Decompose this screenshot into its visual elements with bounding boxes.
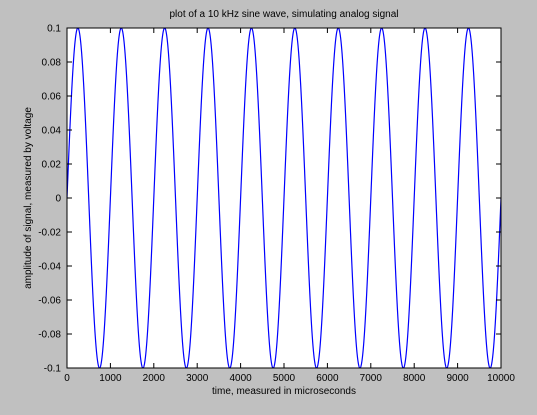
x-axis-ticks: 0 1000 2000 3000 4000 5000 6000 7000 8000 9000 100… <box>64 28 515 384</box>
chart-title: plot of a 10 kHz sine wave, simulating a… <box>169 9 398 20</box>
series-line-0 <box>67 28 501 368</box>
y-axis-label: amplitude of signal, measured by voltage <box>23 107 34 289</box>
x-tick-label: 6000 <box>316 373 339 384</box>
x-tick-label: 8000 <box>403 373 426 384</box>
x-tick-label: 9000 <box>446 373 469 384</box>
y-tick-label: -0.02 <box>38 228 61 239</box>
x-tick-label: 7000 <box>360 373 383 384</box>
x-tick-label: 2000 <box>143 373 166 384</box>
x-tick-label: 3000 <box>186 373 209 384</box>
y-tick-label: 0.04 <box>42 126 62 137</box>
y-tick-label: -0.06 <box>38 296 61 307</box>
x-tick-label: 10000 <box>487 373 515 384</box>
x-tick-label: 4000 <box>229 373 252 384</box>
x-tick-label: 5000 <box>273 373 296 384</box>
y-tick-label: -0.04 <box>38 262 61 273</box>
x-tick-label: 1000 <box>99 373 122 384</box>
x-tick-label: 0 <box>64 373 70 384</box>
x-axis-label: time, measured in microseconds <box>212 386 356 397</box>
y-tick-label: 0.08 <box>42 58 62 69</box>
y-axis-ticks: -0.1 -0.08 -0.06 -0.04 -0.02 0 0.02 0.04 0.06 0.0… <box>38 24 501 375</box>
y-tick-label: -0.1 <box>44 364 62 375</box>
y-tick-label: 0.02 <box>42 160 62 171</box>
y-tick-label: 0.1 <box>47 24 61 35</box>
y-tick-label: 0 <box>55 194 61 205</box>
y-tick-label: 0.06 <box>42 92 62 103</box>
series-layer <box>67 28 501 368</box>
y-tick-label: -0.08 <box>38 330 61 341</box>
